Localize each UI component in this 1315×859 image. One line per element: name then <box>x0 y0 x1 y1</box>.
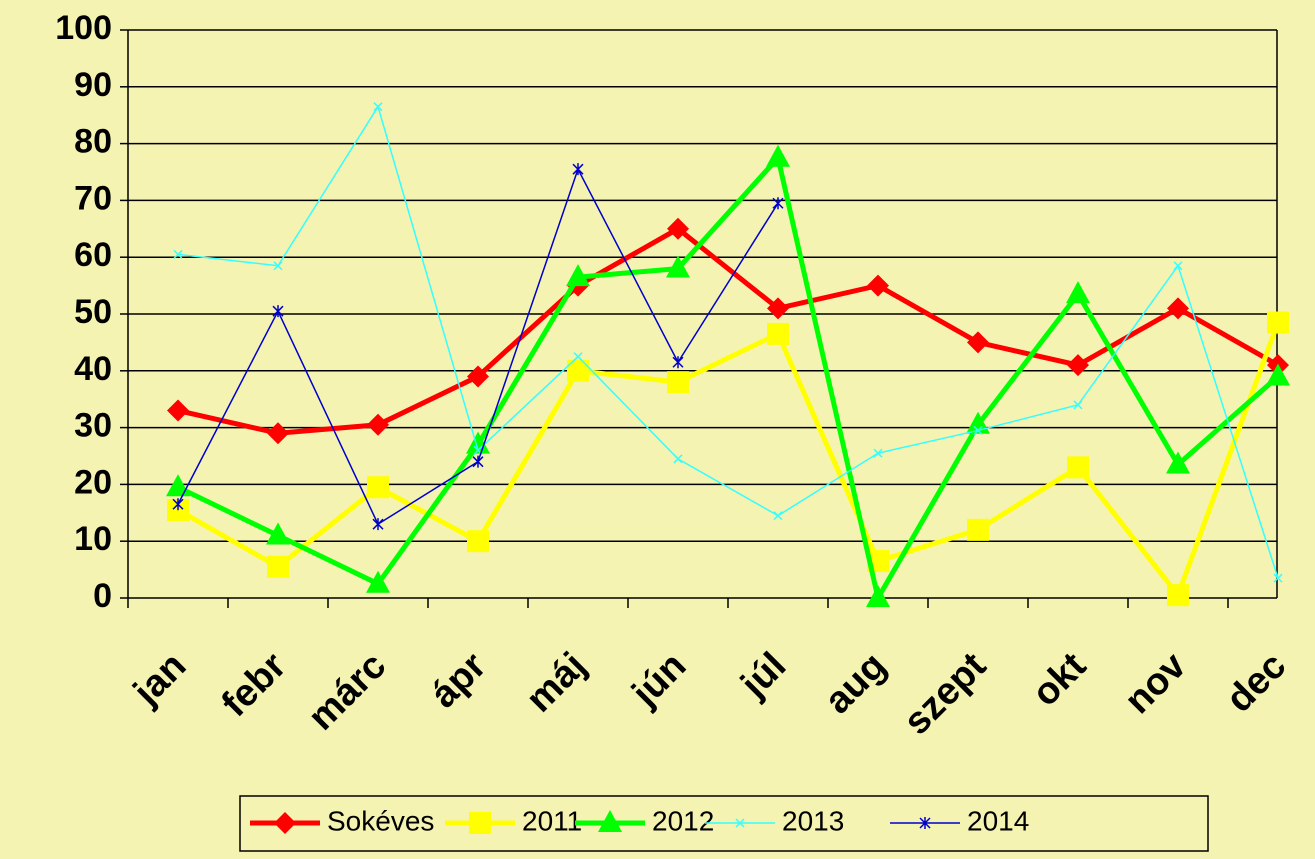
marker <box>167 399 189 422</box>
marker <box>266 522 290 545</box>
legend-label: 2012 <box>652 805 714 836</box>
marker <box>967 518 989 541</box>
y-tick-label: 10 <box>74 520 112 558</box>
x-tick-label: okt <box>1024 644 1094 714</box>
marker <box>673 454 683 464</box>
x-tick-label: szept <box>896 644 995 743</box>
marker <box>1173 261 1183 271</box>
series-line <box>177 167 779 526</box>
marker <box>1067 354 1089 377</box>
marker <box>567 359 589 382</box>
marker <box>967 331 989 354</box>
marker <box>767 322 789 345</box>
x-tick-label: márc <box>300 645 394 739</box>
marker <box>1066 281 1090 304</box>
marker <box>1267 311 1289 334</box>
series-line <box>177 104 1279 579</box>
marker <box>1073 400 1083 410</box>
marker <box>272 305 284 318</box>
marker <box>466 431 490 454</box>
marker <box>867 274 889 297</box>
x-tick-label: jan <box>125 645 194 714</box>
x-tick-label: aug <box>817 645 894 722</box>
series-line <box>176 321 1281 601</box>
legend-label: 2014 <box>967 805 1029 836</box>
marker <box>866 585 890 607</box>
marker <box>573 352 583 362</box>
marker <box>1167 297 1189 320</box>
marker <box>1266 363 1290 386</box>
legend-marker <box>919 817 931 829</box>
y-tick-label: 40 <box>74 350 112 388</box>
y-tick-label: 70 <box>74 179 112 217</box>
y-tick-label: 60 <box>74 236 112 274</box>
series-line <box>176 152 1280 605</box>
marker <box>766 144 790 167</box>
legend-label: 2013 <box>782 805 844 836</box>
series-line <box>177 225 1280 436</box>
marker <box>273 261 283 271</box>
x-tick-label: ápr <box>423 645 495 717</box>
legend: Sokéves 2011 2012 2013 2014 <box>239 795 1209 852</box>
legend-marker <box>469 812 491 834</box>
marker <box>173 249 183 259</box>
legend-label: 2011 <box>522 805 582 836</box>
marker <box>667 371 689 394</box>
marker <box>367 476 389 499</box>
marker <box>172 498 184 511</box>
y-tick-label: 0 <box>93 577 112 615</box>
marker <box>1067 456 1089 479</box>
y-tick-label: 100 <box>55 9 112 47</box>
legend-marker <box>598 810 622 832</box>
y-tick-label: 30 <box>74 407 112 445</box>
marker <box>772 197 784 210</box>
x-tick-label: febr <box>214 645 295 726</box>
marker <box>166 474 190 497</box>
marker <box>667 217 689 240</box>
marker <box>267 422 289 445</box>
marker <box>672 356 684 369</box>
marker <box>366 570 390 593</box>
y-tick-label: 20 <box>74 463 112 501</box>
marker <box>467 530 489 553</box>
marker <box>267 555 289 578</box>
marker <box>773 511 783 521</box>
y-tick-label: 80 <box>74 123 112 161</box>
marker <box>873 448 883 458</box>
x-tick-label: máj <box>518 645 594 721</box>
y-tick-label: 50 <box>74 293 112 331</box>
marker <box>367 413 389 436</box>
marker <box>973 425 983 435</box>
legend-box <box>239 795 1209 852</box>
marker <box>572 163 584 176</box>
legend-marker <box>274 812 296 834</box>
marker <box>1166 451 1190 474</box>
marker <box>566 264 590 287</box>
marker <box>767 297 789 320</box>
x-tick-label: dec <box>1218 645 1294 721</box>
legend-marker <box>735 818 745 828</box>
x-tick-label: nov <box>1117 645 1194 722</box>
x-tick-label: júl <box>733 645 795 707</box>
y-tick-label: 90 <box>74 66 112 104</box>
marker <box>666 255 690 278</box>
x-tick-label: jún <box>624 645 695 716</box>
marker <box>373 102 383 112</box>
marker <box>1167 584 1189 607</box>
legend-label: Sokéves <box>327 805 434 836</box>
marker <box>1273 573 1283 583</box>
marker <box>467 365 489 388</box>
marker <box>472 455 484 468</box>
marker <box>372 518 384 531</box>
